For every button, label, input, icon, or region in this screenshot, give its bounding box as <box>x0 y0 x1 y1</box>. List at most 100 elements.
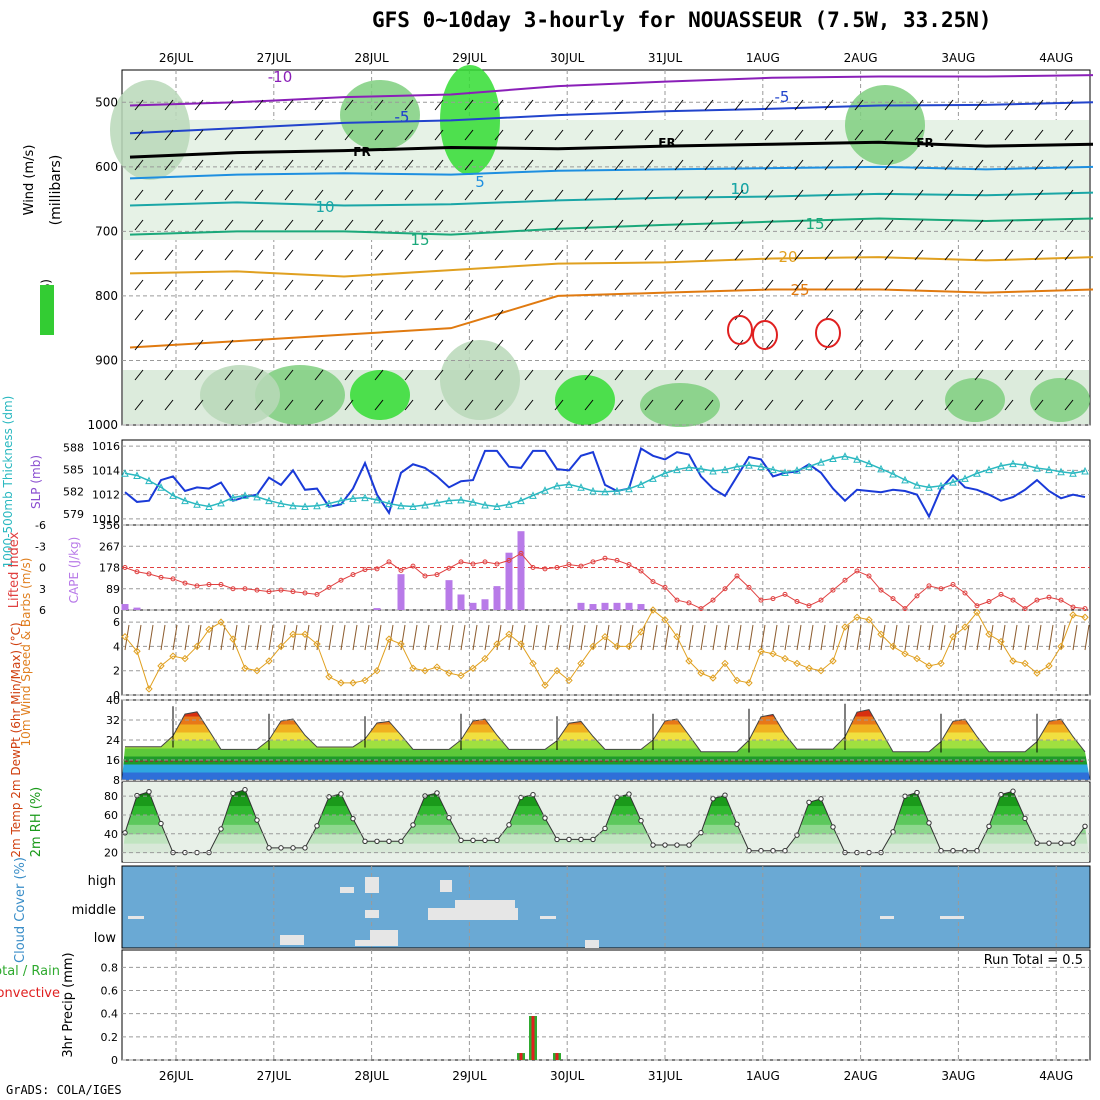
wind-barb <box>764 219 774 231</box>
thickness-marker <box>277 499 285 508</box>
rh-marker <box>554 836 560 843</box>
top-date-label: 1AUG <box>746 51 780 65</box>
rh-marker <box>338 791 344 797</box>
isotherm--5 <box>129 101 1094 135</box>
surface-wind-barb <box>424 624 430 651</box>
wind-barb <box>884 309 894 321</box>
lifted-index-marker <box>614 557 620 563</box>
wind-barb <box>734 369 744 381</box>
lifted-index-marker <box>254 587 260 593</box>
rh-marker <box>470 837 476 844</box>
wind-speed-marker <box>961 623 969 631</box>
wind-barb <box>314 129 324 141</box>
thickness-marker <box>169 491 177 499</box>
isotherm-label: 10 <box>730 180 749 198</box>
wind-barb <box>344 99 354 111</box>
wind-speed-marker <box>1045 662 1053 670</box>
wind-barb <box>254 369 264 381</box>
wind-barb <box>464 369 474 381</box>
precip-tick-label: 0.6 <box>101 985 119 998</box>
wind-barb <box>824 189 834 201</box>
wind-barb <box>944 399 954 411</box>
cape-tick-label: 0 <box>113 604 120 617</box>
surface-wind-barb <box>256 624 262 651</box>
run-total-label: Run Total = 0.5 <box>984 953 1083 968</box>
wind-barb <box>884 249 894 261</box>
wind-barb <box>584 159 594 171</box>
wind-barb <box>764 279 774 291</box>
rh-tick-label: 80 <box>104 790 118 803</box>
lifted-index-marker <box>866 573 872 579</box>
wind-barb <box>944 189 954 201</box>
rh-shade-region <box>350 370 410 420</box>
wind-speed-marker <box>1057 642 1065 651</box>
wind-barb <box>134 189 144 201</box>
lifted-index-marker <box>770 596 776 602</box>
precip-tick-label: 0.2 <box>101 1031 119 1044</box>
surface-wind-barb <box>436 624 442 651</box>
surface-wind-barb <box>268 624 274 651</box>
surface-wind-barb <box>712 624 718 651</box>
thickness-marker <box>1009 459 1017 468</box>
wind-speed-marker <box>889 642 897 651</box>
wind-barb <box>194 369 204 381</box>
thickness-marker <box>781 468 789 477</box>
slp-tick-label: 1016 <box>92 440 120 453</box>
thickness-marker <box>997 461 1005 470</box>
rh-tick-label: 40 <box>104 828 118 841</box>
thickness-marker <box>385 499 393 508</box>
wind-speed-marker <box>733 676 741 685</box>
wind-barb <box>674 279 684 291</box>
wind-barb <box>464 339 474 351</box>
wind-speed-marker <box>445 669 453 677</box>
wind-barb <box>974 369 984 381</box>
thickness-marker <box>349 494 357 502</box>
surface-wind-barb <box>160 624 166 651</box>
thickness-marker <box>973 469 981 477</box>
thickness-marker <box>829 454 837 462</box>
wind-speed-marker <box>241 664 249 672</box>
wind-speed-marker <box>697 669 705 677</box>
wind-barb <box>434 159 444 171</box>
wind-barb <box>1004 399 1014 411</box>
wind-barb <box>1064 399 1074 411</box>
wind-barb <box>314 339 324 351</box>
lifted-index-marker <box>1010 597 1016 603</box>
wind-barb <box>524 189 534 201</box>
thickness-marker <box>481 500 489 509</box>
rh-marker <box>134 792 140 799</box>
rh-marker <box>302 845 308 851</box>
wind-speed-marker <box>289 630 297 638</box>
warm-contour <box>752 320 778 350</box>
thickness-marker <box>1045 465 1053 474</box>
rh-marker <box>734 821 740 827</box>
surface-wind-barb <box>580 624 586 651</box>
wind-speed-marker <box>649 606 657 614</box>
wind-speed-marker <box>709 674 717 682</box>
lifted-index-marker <box>926 583 932 589</box>
wind-barb <box>374 399 384 411</box>
precip-tick-label: 0.4 <box>101 1008 119 1021</box>
lifted-index-marker <box>902 606 908 612</box>
wind-barb <box>374 309 384 321</box>
rh-marker <box>1046 840 1052 846</box>
pressure-tick-label: 600 <box>95 160 118 174</box>
wind-barb <box>944 369 954 381</box>
wind-barb <box>974 399 984 411</box>
thickness-marker <box>733 462 741 471</box>
wind-speed-marker <box>133 647 141 655</box>
lifted-index-marker <box>974 603 980 609</box>
precip-tick-label: 0.8 <box>101 961 119 974</box>
wind-barb <box>344 129 354 141</box>
wind-speed-marker <box>337 679 345 687</box>
lifted-index-marker <box>158 574 164 580</box>
cape-bar <box>517 531 525 610</box>
wind-barb <box>854 279 864 291</box>
rh-marker <box>314 823 320 829</box>
rh-marker <box>446 815 452 821</box>
wind-barb <box>164 309 174 321</box>
wind-barb <box>494 99 504 111</box>
lifted-index-marker <box>698 606 704 612</box>
wind-barb <box>1034 339 1044 351</box>
wind-barb <box>494 339 504 351</box>
